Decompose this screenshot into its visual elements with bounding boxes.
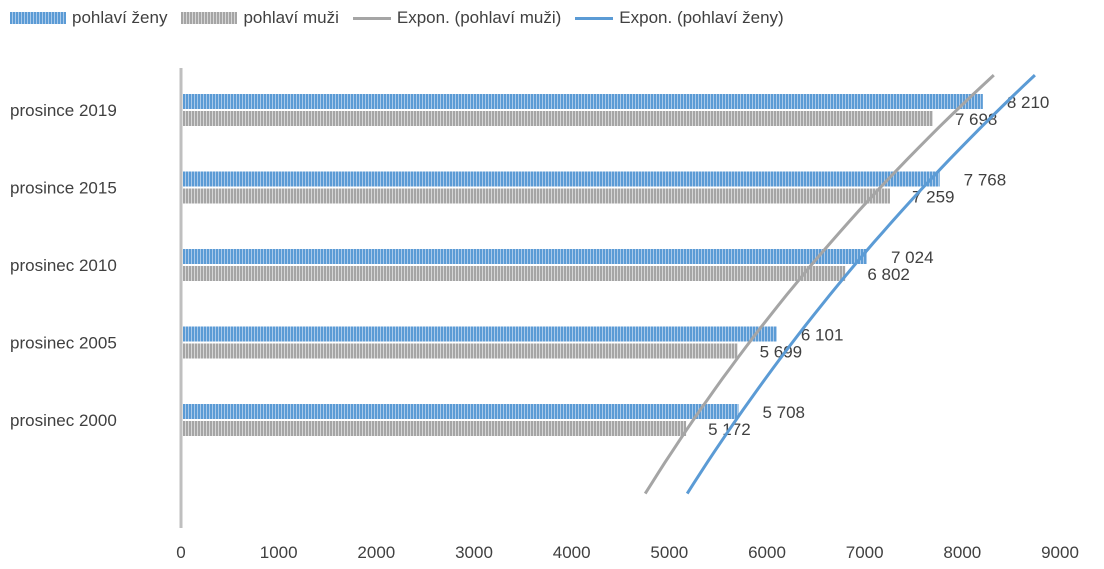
legend-label-muzi: pohlaví muži — [243, 8, 339, 27]
x-tick-label: 2000 — [357, 543, 395, 562]
chart-legend: pohlaví ženy pohlaví muži Expon. (pohlav… — [10, 6, 798, 30]
legend-line-trend-muzi — [352, 16, 391, 20]
plot-area: 0 1000 2000 3000 4000 5000 6000 7000 8000 9000 pro… — [10, 68, 1079, 562]
data-label-zeny: 5 708 — [762, 403, 805, 422]
bar-muzi — [183, 188, 890, 204]
legend-label-trend-zeny: Expon. (pohlaví ženy) — [619, 8, 784, 27]
x-tick-label: 3000 — [455, 543, 493, 562]
x-tick-label: 7000 — [846, 543, 884, 562]
legend-label-zeny: pohlaví ženy — [72, 8, 168, 27]
bar-muzi — [183, 266, 846, 281]
bar-zeny — [183, 171, 940, 187]
legend-label-trend-muzi: Expon. (pohlaví muži) — [396, 8, 562, 27]
data-label-muzi: 7 698 — [955, 110, 998, 129]
x-tick-label: 1000 — [260, 543, 298, 562]
trendline-muzi — [643, 74, 995, 495]
bar-zeny — [183, 94, 983, 109]
data-label-zeny: 8 210 — [1007, 93, 1050, 112]
category-label: prosinec 2005 — [10, 334, 117, 353]
x-tick-label: 4000 — [553, 543, 591, 562]
data-label-zeny: 7 024 — [891, 248, 934, 267]
category-label: prosince 2019 — [10, 101, 117, 120]
bar-zeny — [183, 249, 868, 264]
x-tick-label: 9000 — [1041, 543, 1079, 562]
data-label-muzi: 7 259 — [912, 188, 955, 207]
legend-swatch-muzi — [181, 12, 238, 24]
bar-muzi — [183, 421, 687, 436]
legend-swatch-zeny — [10, 12, 66, 24]
bar-muzi — [183, 111, 933, 126]
x-tick-label: 8000 — [943, 543, 981, 562]
data-label-zeny: 7 768 — [964, 171, 1007, 190]
x-tick-label: 6000 — [748, 543, 786, 562]
trendline-zeny — [685, 74, 1036, 495]
x-tick-label: 0 — [176, 543, 185, 562]
legend-item-zeny: pohlaví ženy — [10, 8, 167, 28]
x-tick-label: 5000 — [650, 543, 688, 562]
data-label-muzi: 5 699 — [760, 343, 803, 362]
legend-item-trend-muzi: Expon. (pohlaví muži) — [352, 8, 562, 28]
legend-line-trend-zeny — [575, 16, 614, 20]
legend-item-muzi: pohlaví muži — [181, 8, 339, 28]
category-label: prosinec 2010 — [10, 256, 117, 275]
legend-item-trend-zeny: Expon. (pohlaví ženy) — [575, 8, 784, 28]
data-label-muzi: 6 802 — [867, 265, 910, 284]
bar-zeny — [183, 404, 739, 419]
bar-muzi — [183, 343, 738, 359]
bar-zeny — [183, 326, 777, 342]
data-label-zeny: 6 101 — [801, 326, 844, 345]
category-label: prosinec 2000 — [10, 411, 117, 430]
category-label: prosince 2015 — [10, 179, 117, 198]
